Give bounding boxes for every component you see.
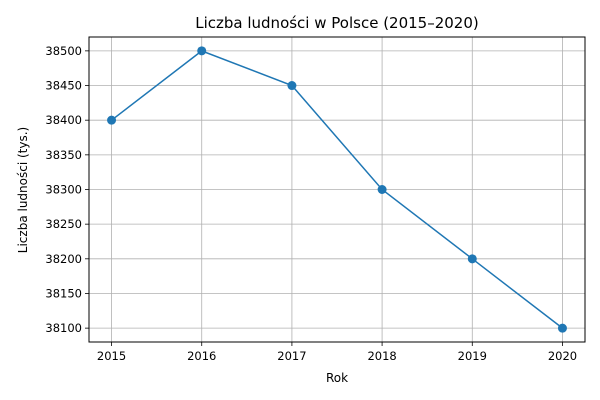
y-tick-label: 38100	[45, 321, 82, 335]
y-tick-label: 38250	[45, 217, 82, 231]
x-tick-label: 2019	[458, 349, 487, 363]
y-axis-label: Liczba ludności (tys.)	[16, 127, 30, 253]
y-tick-label: 38300	[45, 183, 82, 197]
x-tick-label: 2016	[187, 349, 216, 363]
y-tick-label: 38400	[45, 113, 82, 127]
y-tick-label: 38450	[45, 79, 82, 93]
y-tick-label: 38500	[45, 44, 82, 58]
data-point	[377, 185, 387, 194]
series-line	[111, 50, 563, 329]
x-tick-label: 2018	[367, 349, 396, 363]
y-axis: 38100 38150 38200 38250 38300 38350 38400 38450…	[45, 44, 89, 335]
x-tick-label: 2015	[97, 349, 126, 363]
y-tick-label: 38350	[45, 148, 82, 162]
x-axis-label: Rok	[326, 371, 348, 385]
data-point	[197, 46, 207, 56]
x-tick-label: 2020	[548, 349, 577, 363]
series-layer	[107, 46, 567, 333]
y-tick-label: 38150	[45, 286, 82, 300]
data-point	[287, 81, 297, 91]
data-point	[557, 323, 567, 333]
data-point	[107, 115, 117, 125]
x-axis: 2015 2016 2017 2018 2019 2020	[97, 342, 577, 363]
x-tick-label: 2017	[277, 349, 306, 363]
grid-lines	[89, 37, 585, 342]
data-point	[467, 254, 477, 264]
y-tick-label: 38200	[45, 252, 82, 266]
chart-title: Liczba ludności w Polsce (2015–2020)	[195, 14, 479, 32]
